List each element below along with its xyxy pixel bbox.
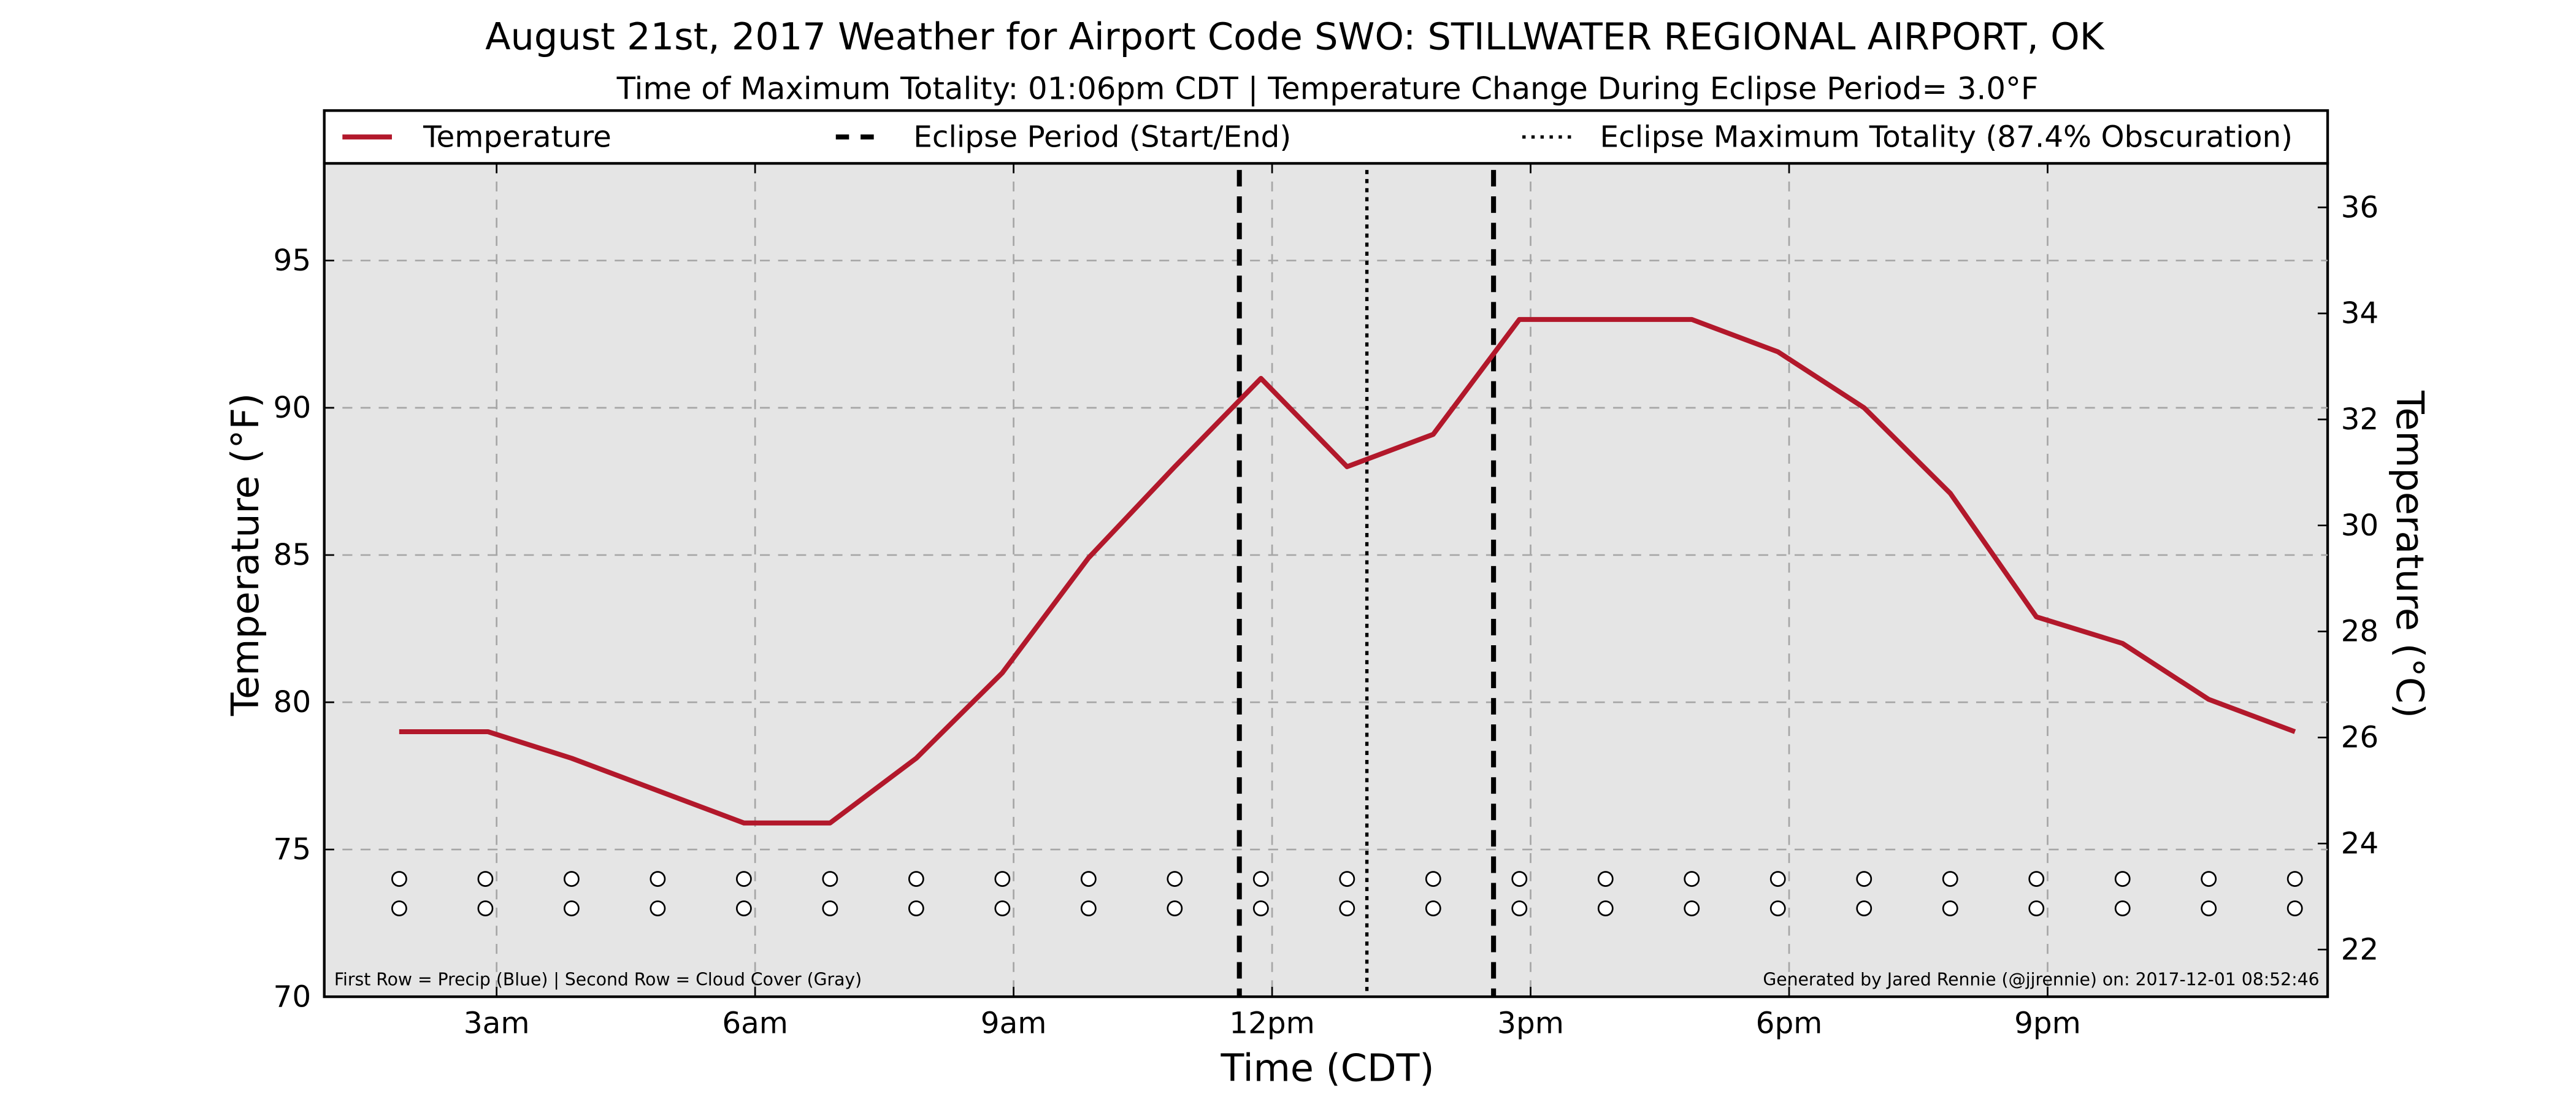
precip-marker — [1942, 871, 1958, 887]
cloud-cover-marker — [1597, 900, 1614, 916]
temperature-line — [399, 316, 2296, 826]
cloud-cover-marker — [1684, 900, 1700, 916]
cloud-cover-marker — [2201, 900, 2217, 916]
x-tick-label: 6pm — [1756, 1006, 1823, 1040]
precip-marker — [563, 871, 580, 887]
legend: Temperature Eclipse Period (Start/End) Ecl… — [342, 120, 2293, 154]
precip-marker — [1080, 871, 1097, 887]
right-y-tick-label: 36 — [2341, 190, 2379, 224]
cloud-cover-marker — [391, 900, 407, 916]
cloud-cover-marker — [735, 900, 752, 916]
precip-marker — [650, 871, 666, 887]
precip-marker — [822, 871, 838, 887]
grid-lines — [324, 163, 2328, 997]
cloud-cover-marker — [1425, 900, 1441, 916]
cloud-cover-marker — [994, 900, 1011, 916]
y-tick-label: 75 — [274, 832, 312, 867]
y-tick-label: 85 — [274, 538, 312, 572]
x-tick-label: 9pm — [2014, 1006, 2081, 1040]
precip-marker — [1684, 871, 1700, 887]
y-tick-label: 80 — [274, 685, 312, 719]
precip-marker — [1597, 871, 1614, 887]
right-y-axis-ticks: 22 24 26 28 30 32 34 36 — [2317, 190, 2379, 967]
chart-subtitle: Time of Maximum Totality: 01:06pm CDT | … — [616, 71, 2039, 106]
right-y-tick-label: 24 — [2341, 826, 2379, 861]
right-y-tick-label: 30 — [2341, 508, 2379, 543]
right-y-tick-label: 32 — [2341, 402, 2379, 437]
cloud-cover-marker — [563, 900, 580, 916]
y-tick-label: 70 — [274, 979, 312, 1014]
y-tick-label: 95 — [274, 243, 312, 278]
precip-marker — [477, 871, 494, 887]
annotation-left: First Row = Precip (Blue) | Second Row =… — [334, 969, 862, 989]
precip-marker — [1252, 871, 1269, 887]
legend-eclipse-period-label: Eclipse Period (Start/End) — [913, 120, 1291, 154]
cloud-cover-marker — [1339, 900, 1355, 916]
precip-marker — [908, 871, 924, 887]
chart-title: August 21st, 2017 Weather for Airport Co… — [485, 16, 2105, 59]
cloud-cover-marker — [1167, 900, 1183, 916]
precip-marker — [2028, 871, 2045, 887]
cloud-cover-marker — [1080, 900, 1097, 916]
right-y-tick-label: 22 — [2341, 932, 2379, 967]
eclipse-lines — [1236, 170, 1497, 997]
x-axis-ticks: 3am 6am 9am 12pm 3pm 6pm 9pm — [464, 163, 2081, 1040]
precip-marker — [1511, 871, 1528, 887]
x-tick-label: 12pm — [1229, 1006, 1315, 1040]
x-tick-label: 3am — [464, 1006, 530, 1040]
legend-eclipse-max-label: Eclipse Maximum Totality (87.4% Obscurat… — [1600, 120, 2293, 154]
right-y-tick-label: 34 — [2341, 296, 2379, 331]
cloud-cover-marker — [1252, 900, 1269, 916]
right-y-tick-label: 26 — [2341, 721, 2379, 755]
cloud-cover-marker — [2287, 900, 2303, 916]
cloud-cover-marker — [477, 900, 494, 916]
plot-area — [323, 162, 2329, 999]
precip-marker — [1339, 871, 1355, 887]
y-tick-label: 90 — [274, 391, 312, 425]
annotation-right: Generated by Jared Rennie (@jjrennie) on… — [1763, 969, 2319, 989]
marker-rows — [391, 871, 2303, 916]
x-tick-label: 9am — [981, 1006, 1047, 1040]
cloud-cover-marker — [1769, 900, 1786, 916]
precip-marker — [2114, 871, 2131, 887]
legend-temperature-label: Temperature — [423, 120, 611, 154]
precip-marker — [1425, 871, 1441, 887]
cloud-cover-marker — [1942, 900, 1958, 916]
precip-marker — [1856, 871, 1873, 887]
x-tick-label: 6am — [722, 1006, 788, 1040]
right-y-tick-label: 28 — [2341, 615, 2379, 649]
precip-marker — [994, 871, 1011, 887]
cloud-cover-marker — [908, 900, 924, 916]
cloud-cover-marker — [2114, 900, 2131, 916]
series-layer — [399, 316, 2296, 826]
right-y-axis-label: Temperature (°C) — [2388, 390, 2432, 718]
cloud-cover-marker — [822, 900, 838, 916]
cloud-cover-marker — [2028, 900, 2045, 916]
precip-marker — [2201, 871, 2217, 887]
cloud-cover-marker — [1511, 900, 1528, 916]
cloud-cover-marker — [1856, 900, 1873, 916]
precip-marker — [1167, 871, 1183, 887]
precip-marker — [2287, 871, 2303, 887]
x-axis-label: Time (CDT) — [1221, 1046, 1435, 1090]
x-tick-label: 3pm — [1497, 1006, 1564, 1040]
cloud-cover-marker — [650, 900, 666, 916]
precip-marker — [391, 871, 407, 887]
legend-box — [323, 109, 2329, 165]
precip-marker — [735, 871, 752, 887]
y-axis-label: Temperature (°F) — [223, 393, 267, 716]
y-axis-ticks: 70 75 80 85 90 95 — [274, 243, 334, 1014]
precip-marker — [1769, 871, 1786, 887]
